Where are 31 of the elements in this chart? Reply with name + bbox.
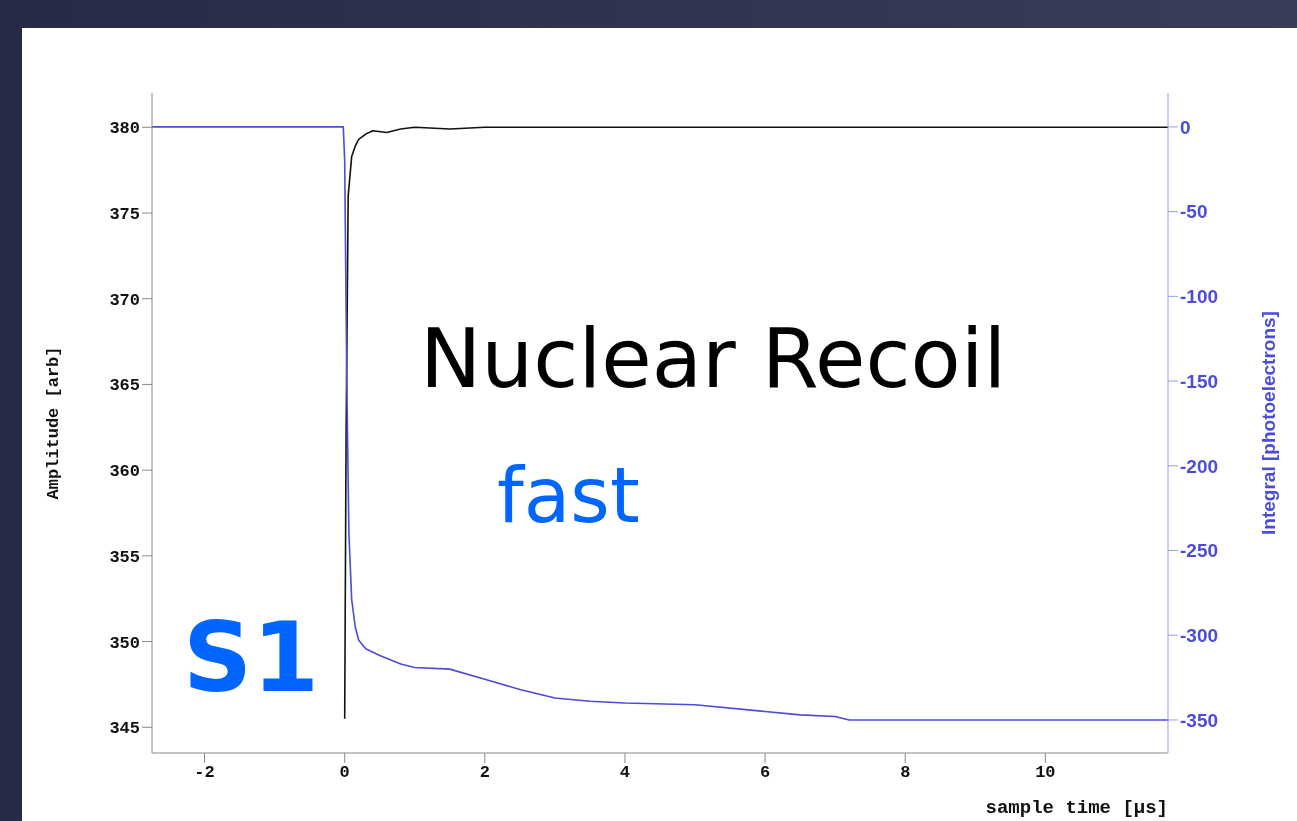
y-tick-label: 365 <box>109 376 140 396</box>
y-axis-title: Amplitude [arb] <box>44 346 64 500</box>
y-tick-label: 370 <box>109 290 140 310</box>
x-tick-label: 6 <box>760 763 771 783</box>
y2-tick-label: -100 <box>1180 286 1219 308</box>
annotation: S1 <box>183 602 319 714</box>
annotation: Nuclear Recoil <box>420 311 1007 406</box>
y2-tick-label: -350 <box>1180 709 1219 731</box>
y-tick-label: 360 <box>109 462 140 482</box>
y2-tick-label: -250 <box>1180 540 1219 562</box>
x-tick-label: 0 <box>339 763 350 783</box>
y2-tick-label: -50 <box>1180 201 1208 223</box>
y-tick-label: 350 <box>109 633 140 653</box>
y-tick-label: 375 <box>109 205 140 225</box>
x-axis-title: sample time [µs] <box>985 797 1168 819</box>
annotation: fast <box>497 451 640 540</box>
y2-tick-label: -300 <box>1180 624 1219 646</box>
y-tick-label: 355 <box>109 547 140 567</box>
y2-tick-label: -200 <box>1180 455 1219 477</box>
line-series <box>152 126 1168 721</box>
x-tick-label: 8 <box>900 763 911 783</box>
y2-tick-label: -150 <box>1180 370 1219 392</box>
y-tick-label: 380 <box>109 119 140 139</box>
y2-tick-label: 0 <box>1180 116 1191 138</box>
x-tick-label: -2 <box>194 763 215 783</box>
line-series <box>343 126 1168 720</box>
x-tick-label: 2 <box>479 763 490 783</box>
x-tick-label: 10 <box>1035 763 1056 783</box>
y2-axis-title: Integral [photoelectrons] <box>1257 311 1279 535</box>
x-tick-label: 4 <box>619 763 631 783</box>
y-tick-label: 345 <box>109 719 140 739</box>
